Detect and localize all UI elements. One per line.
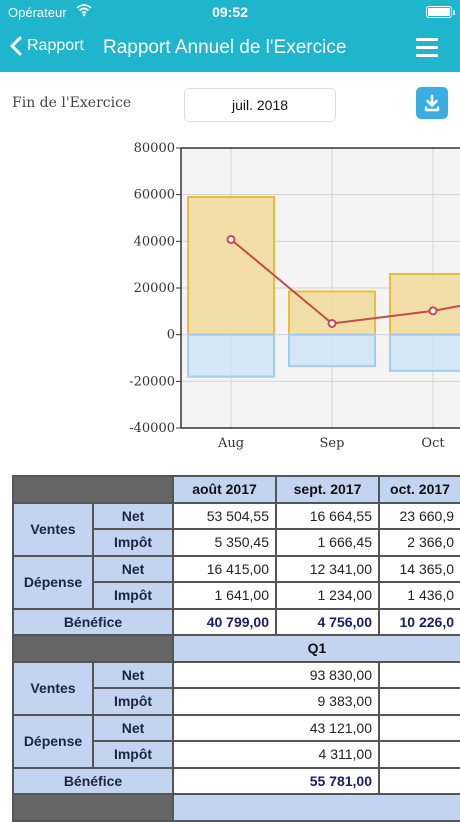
expense-net-cell: 16 415,00 xyxy=(172,554,277,583)
positive-bar xyxy=(187,196,275,336)
expense-tax-cell: 1 641,00 xyxy=(172,581,277,610)
download-icon xyxy=(424,94,440,112)
quarter-expense-net: 43 121,00 xyxy=(172,713,380,742)
net-label: Net xyxy=(92,713,174,742)
back-button[interactable]: Rapport xyxy=(10,36,84,56)
tax-label: Impôt xyxy=(92,528,174,557)
annual-chart: 80000 60000 40000 20000 0 -20000 -40000 Aug Sep O… xyxy=(129,141,460,451)
status-bar: Opérateur 09:52 xyxy=(0,0,460,26)
x-tick-label: Aug xyxy=(217,436,244,451)
sales-tax-cell: 2 366,0 xyxy=(378,528,460,557)
sales-tax-cell: 5 350,45 xyxy=(172,528,277,557)
profit-cell: 40 799,00 xyxy=(172,607,277,636)
quarter-filler xyxy=(378,713,460,742)
profit-point xyxy=(226,234,236,244)
expense-net-cell: 12 341,00 xyxy=(275,554,380,583)
quarter-sales-net: 93 830,00 xyxy=(172,660,380,689)
wifi-icon xyxy=(76,3,92,20)
quarter-expense-tax: 4 311,00 xyxy=(172,740,380,769)
sales-net-cell: 16 664,55 xyxy=(275,501,380,530)
tax-label: Impôt xyxy=(92,581,174,610)
sales-net-cell: 53 504,55 xyxy=(172,501,277,530)
next-header xyxy=(172,793,460,822)
carrier-label: Opérateur xyxy=(8,5,67,20)
quarter-filler xyxy=(378,740,460,769)
net-label: Net xyxy=(92,501,174,530)
corner-cell xyxy=(12,475,174,504)
period-label: Fin de l'Exercice xyxy=(12,95,132,111)
expense-net-cell: 14 365,0 xyxy=(378,554,460,583)
report-table: août 2017 sept. 2017 oct. 2017 Ventes Ne… xyxy=(12,475,460,822)
month-header: oct. 2017 xyxy=(378,475,460,504)
expense-label: Dépense xyxy=(12,713,94,769)
y-tick-label: 80000 xyxy=(134,141,175,156)
profit-point xyxy=(327,318,337,328)
tax-label: Impôt xyxy=(92,687,174,716)
profit-cell: 4 756,00 xyxy=(275,607,380,636)
y-tick-label: 20000 xyxy=(134,281,175,296)
x-tick-label: Sep xyxy=(320,436,345,451)
profit-point xyxy=(428,306,438,316)
sales-label: Ventes xyxy=(12,660,94,716)
quarter-sales-tax: 9 383,00 xyxy=(172,687,380,716)
navigation-bar: Rapport Rapport Annuel de l'Exercice xyxy=(0,26,460,72)
quarter-header: Q1 xyxy=(172,634,460,663)
page-title: Rapport Annuel de l'Exercice xyxy=(103,37,347,58)
month-header: août 2017 xyxy=(172,475,277,504)
negative-bar xyxy=(389,333,460,372)
net-label: Net xyxy=(92,554,174,583)
y-tick-label: -20000 xyxy=(129,374,175,389)
period-select[interactable]: juil. 2018 xyxy=(184,88,336,122)
next-corner xyxy=(12,793,174,822)
period-selector-row: Fin de l'Exercice juil. 2018 xyxy=(0,85,460,125)
battery-icon xyxy=(426,6,452,18)
quarter-filler xyxy=(378,660,460,689)
expense-tax-cell: 1 436,0 xyxy=(378,581,460,610)
tax-label: Impôt xyxy=(92,740,174,769)
x-tick-label: Oct xyxy=(421,436,445,451)
profit-label: Bénéfice xyxy=(12,766,174,795)
expense-tax-cell: 1 234,00 xyxy=(275,581,380,610)
profit-label: Bénéfice xyxy=(12,607,174,636)
battery-tip xyxy=(453,10,455,15)
negative-bar xyxy=(187,333,275,378)
chevron-left-icon xyxy=(10,36,22,56)
quarter-filler xyxy=(378,766,460,795)
quarter-filler xyxy=(378,687,460,716)
back-label: Rapport xyxy=(27,37,84,54)
month-header: sept. 2017 xyxy=(275,475,380,504)
quarter-profit: 55 781,00 xyxy=(172,766,380,795)
y-tick-label: 0 xyxy=(167,328,175,343)
menu-icon[interactable] xyxy=(416,38,438,62)
y-tick-label: 60000 xyxy=(134,188,175,203)
negative-bar xyxy=(288,333,376,368)
quarter-corner xyxy=(12,634,174,663)
clock: 09:52 xyxy=(212,4,248,20)
download-button[interactable] xyxy=(416,87,448,119)
sales-net-cell: 23 660,9 xyxy=(378,501,460,530)
profit-line xyxy=(230,238,460,325)
y-tick-label: 40000 xyxy=(134,234,175,249)
profit-cell: 10 226,0 xyxy=(378,607,460,636)
y-tick-label: -40000 xyxy=(129,421,175,436)
positive-bar xyxy=(389,273,460,336)
sales-label: Ventes xyxy=(12,501,94,557)
sales-tax-cell: 1 666,45 xyxy=(275,528,380,557)
net-label: Net xyxy=(92,660,174,689)
expense-label: Dépense xyxy=(12,554,94,610)
